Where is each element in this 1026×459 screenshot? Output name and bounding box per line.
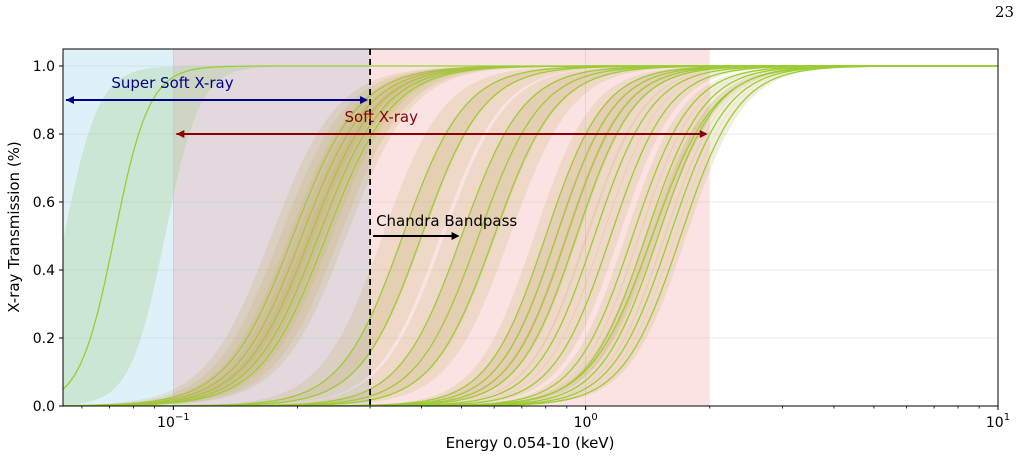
y-axis-label: X-ray Transmission (%) — [5, 141, 23, 313]
annotation-label: Soft X-ray — [344, 108, 418, 126]
arrow-head — [699, 130, 708, 138]
x-tick-label: 100 — [574, 412, 598, 431]
annotation-label: Super Soft X-ray — [111, 74, 233, 92]
transmission-curve — [63, 65, 998, 406]
super-soft-band — [63, 49, 371, 406]
arrow-head — [451, 232, 460, 240]
uncertainty-band — [63, 66, 998, 406]
soft-arrow: Soft X-ray — [176, 108, 708, 138]
energy-bands — [63, 49, 710, 406]
x-tick-label: 10−1 — [157, 412, 190, 431]
axes: 0.0 0.2 0.4 0.6 0.8 1.0 10−1 100 101 — [33, 48, 1010, 431]
arrow-head — [66, 96, 74, 104]
chandra-arrow: Chandra Bandpass — [373, 212, 517, 240]
band-annotations: Super Soft X-ray Soft X-ray Chandra Bandpa… — [66, 74, 708, 240]
x-tick-label: 101 — [986, 412, 1010, 431]
y-tick-label: 0.2 — [33, 331, 55, 347]
y-tick-label: 0.0 — [33, 399, 55, 415]
plot-frame — [62, 48, 999, 407]
soft-band — [173, 49, 710, 406]
page-number: 23 — [994, 3, 1014, 21]
x-axis-label: Energy 0.054-10 (keV) — [446, 434, 615, 452]
arrow-head — [176, 130, 185, 138]
uncertainty-band — [63, 66, 998, 406]
y-tick-label: 0.4 — [33, 263, 55, 279]
super-soft-arrow: Super Soft X-ray — [66, 74, 369, 104]
uncertainty-band — [63, 66, 998, 406]
annotation-label: Chandra Bandpass — [376, 212, 517, 230]
arrow-head — [360, 96, 369, 104]
y-tick-label: 0.8 — [33, 127, 55, 143]
y-tick-label: 1.0 — [33, 59, 55, 75]
y-tick-label: 0.6 — [33, 195, 55, 211]
uncertainty-band — [63, 66, 998, 406]
